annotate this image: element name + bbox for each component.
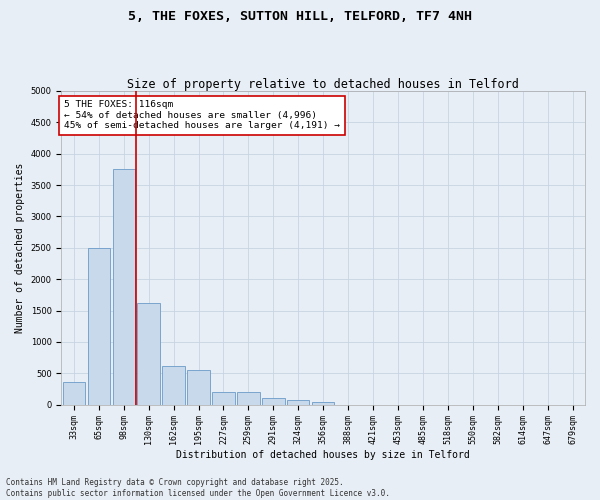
Bar (88, 248, 110, 404)
Bar (212, 392, 235, 404)
Bar (62, 382, 85, 404)
Bar (312, 402, 334, 404)
Bar (113, 170, 135, 404)
Y-axis label: Number of detached properties: Number of detached properties (15, 162, 25, 333)
Bar (187, 370, 210, 404)
Title: Size of property relative to detached houses in Telford: Size of property relative to detached ho… (127, 78, 519, 91)
Text: Contains HM Land Registry data © Crown copyright and database right 2025.
Contai: Contains HM Land Registry data © Crown c… (6, 478, 390, 498)
Bar (262, 398, 284, 404)
X-axis label: Distribution of detached houses by size in Telford: Distribution of detached houses by size … (176, 450, 470, 460)
Text: 5, THE FOXES, SUTTON HILL, TELFORD, TF7 4NH: 5, THE FOXES, SUTTON HILL, TELFORD, TF7 … (128, 10, 472, 23)
Bar (287, 400, 310, 404)
Bar (137, 303, 160, 404)
Bar (163, 366, 185, 405)
Text: 5 THE FOXES: 116sqm
← 54% of detached houses are smaller (4,996)
45% of semi-det: 5 THE FOXES: 116sqm ← 54% of detached ho… (64, 100, 340, 130)
Bar (237, 392, 260, 404)
